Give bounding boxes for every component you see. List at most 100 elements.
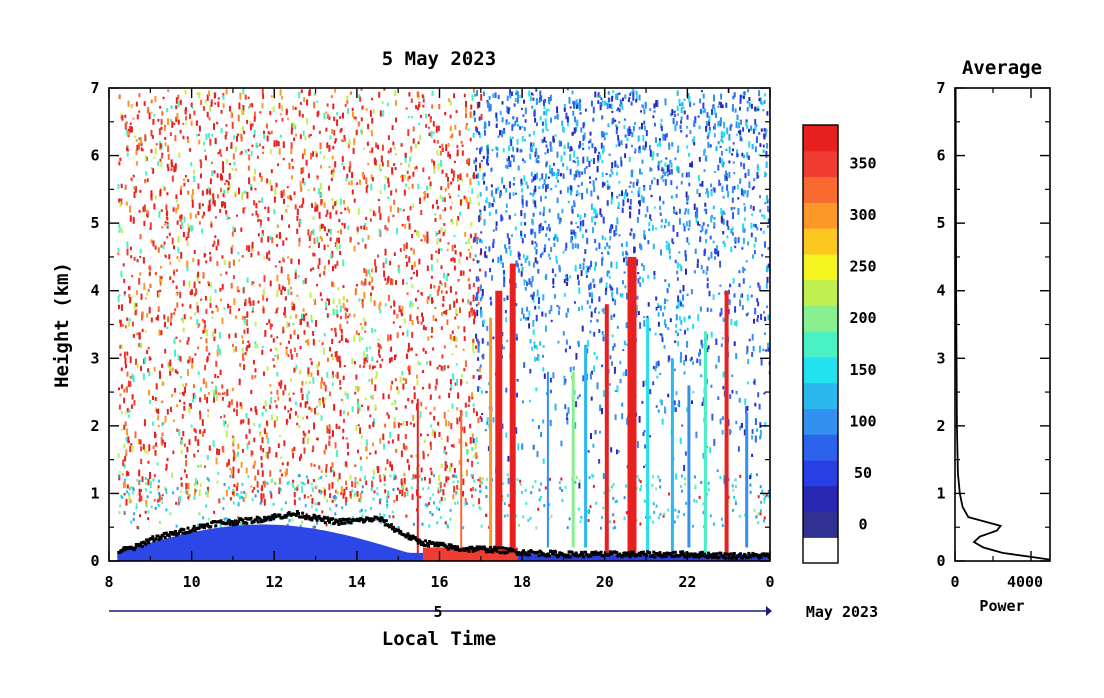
mlh-point xyxy=(722,556,726,560)
mlh-point xyxy=(338,518,342,522)
mlh-point xyxy=(419,543,423,547)
mlh-point xyxy=(300,515,304,519)
mlh-point xyxy=(766,553,770,557)
mlh-point xyxy=(659,553,663,557)
mlh-point xyxy=(711,555,715,559)
mlh-point xyxy=(452,545,456,548)
mlh-point xyxy=(311,516,315,520)
mlh-point xyxy=(243,521,247,524)
average-y-tick-label: 5 xyxy=(936,214,945,232)
mlh-point xyxy=(681,550,685,554)
mlh-point xyxy=(592,553,596,557)
mlh-point xyxy=(399,530,403,534)
mlh-point xyxy=(245,521,249,525)
y-tick-label: 5 xyxy=(90,214,99,232)
mlh-point xyxy=(132,548,136,552)
mlh-point xyxy=(723,552,727,556)
mlh-point xyxy=(378,519,382,523)
mlh-point xyxy=(608,550,612,554)
backscatter-heatmap xyxy=(117,88,770,561)
mlh-point xyxy=(565,555,569,559)
mlh-point xyxy=(197,526,201,530)
mlh-point xyxy=(172,531,175,535)
mlh-point xyxy=(739,552,742,556)
mlh-point xyxy=(688,554,692,558)
mlh-point xyxy=(472,547,476,551)
mlh-point xyxy=(618,552,622,556)
colorbar-swatch xyxy=(803,356,838,384)
mlh-point xyxy=(202,523,205,527)
mlh-point xyxy=(420,540,424,544)
mlh-point xyxy=(303,515,307,518)
mlh-point xyxy=(702,552,706,556)
mlh-point xyxy=(357,519,361,523)
mlh-point xyxy=(680,553,684,557)
mlh-point xyxy=(349,521,353,525)
mlh-point xyxy=(364,518,368,522)
mlh-point xyxy=(482,545,486,549)
mlh-point xyxy=(140,541,143,545)
mlh-point xyxy=(372,517,376,521)
mlh-point xyxy=(742,554,746,558)
mlh-point xyxy=(626,551,630,555)
mlh-point xyxy=(369,517,373,521)
mlh-point xyxy=(732,552,736,555)
mlh-point xyxy=(731,555,735,558)
mlh-point xyxy=(314,516,318,520)
mlh-point xyxy=(415,539,419,543)
mlh-point xyxy=(156,534,160,538)
x-tick-label: 22 xyxy=(678,573,696,591)
mlh-point xyxy=(759,555,763,559)
mlh-point xyxy=(728,556,732,560)
mlh-point xyxy=(546,552,550,556)
mlh-point xyxy=(340,522,344,526)
mlh-point xyxy=(648,551,652,555)
mlh-point xyxy=(321,517,325,521)
mlh-point xyxy=(447,543,451,547)
mlh-point xyxy=(234,519,237,523)
mlh-point xyxy=(228,522,232,526)
mlh-point xyxy=(206,522,210,526)
mlh-point xyxy=(297,512,300,515)
average-panel-title: Average xyxy=(962,57,1042,79)
mlh-point xyxy=(318,516,322,520)
mlh-point xyxy=(230,520,234,524)
colorbar-swatch xyxy=(803,150,838,178)
mlh-point xyxy=(190,529,194,533)
mlh-point xyxy=(118,551,122,555)
mlh-point xyxy=(121,548,125,552)
mlh-point xyxy=(252,520,256,524)
mlh-point xyxy=(141,544,144,548)
date-strip-month: May 2023 xyxy=(806,603,878,621)
average-panel-axes: 0 1 2 3 4 5 6 7 0 4000 xyxy=(936,79,1050,591)
mlh-point xyxy=(219,519,223,523)
mlh-point xyxy=(476,547,480,551)
mlh-point xyxy=(144,542,148,546)
colorbar-tick-label: 250 xyxy=(849,258,876,276)
mlh-point xyxy=(159,536,163,540)
mlh-point xyxy=(691,553,695,557)
mlh-point xyxy=(180,527,184,531)
mlh-point xyxy=(522,549,526,553)
x-tick-label: 8 xyxy=(104,573,113,591)
mlh-point xyxy=(629,550,633,554)
mlh-point xyxy=(697,555,701,559)
mlh-point xyxy=(336,520,340,524)
mlh-point xyxy=(555,553,559,557)
mlh-point xyxy=(443,543,447,547)
mlh-point xyxy=(225,521,229,525)
mlh-point xyxy=(368,519,372,523)
mlh-point xyxy=(506,549,510,553)
y-tick-label: 3 xyxy=(90,349,99,367)
mlh-point xyxy=(123,548,127,552)
x-tick-label: 16 xyxy=(430,573,448,591)
mlh-point xyxy=(480,547,484,551)
mlh-point xyxy=(637,551,641,555)
mlh-point xyxy=(199,523,203,527)
y-axis-title: Height (km) xyxy=(51,262,73,388)
mlh-point xyxy=(270,515,274,519)
mlh-point xyxy=(408,534,412,538)
mlh-point xyxy=(671,550,675,554)
mlh-point xyxy=(719,551,723,555)
